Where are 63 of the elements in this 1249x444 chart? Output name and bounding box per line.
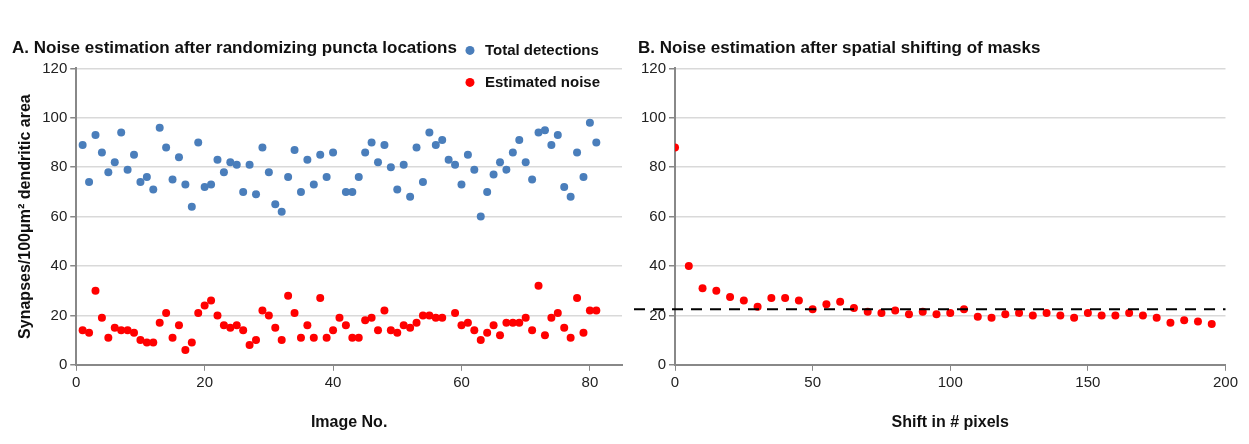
y-tick-label: 120 [641, 58, 667, 76]
point [739, 296, 748, 305]
y-tick-label: 40 [50, 256, 68, 274]
chart-title: A. Noise estimation after randomizing puncta locations [12, 37, 457, 57]
x-tick-label: 20 [196, 372, 213, 390]
point [1042, 308, 1051, 317]
point [1138, 311, 1147, 320]
point [973, 312, 982, 321]
chart-title: B. Noise estimation after spatial shifting of masks [638, 37, 1041, 57]
x-tick-label: 0 [670, 372, 680, 390]
x-tick-label: 40 [324, 372, 342, 390]
y-tick-label: 40 [649, 256, 667, 274]
x-axis-title: Image No. [310, 412, 388, 430]
point [698, 284, 707, 293]
point [987, 313, 996, 322]
point [1056, 311, 1065, 320]
point [767, 294, 776, 303]
y-tick-label: 60 [649, 206, 667, 224]
point [1070, 313, 1079, 322]
x-tick-label: 50 [804, 372, 821, 390]
point [822, 300, 831, 309]
point [836, 297, 845, 306]
point [712, 286, 721, 295]
y-tick-label: 60 [50, 206, 68, 224]
legend-label: Total detections [484, 40, 599, 58]
point [794, 296, 803, 305]
point [726, 292, 735, 301]
point [1193, 317, 1202, 326]
point [891, 306, 900, 315]
y-tick-label: 100 [641, 107, 667, 125]
point [1166, 318, 1175, 327]
point [1180, 316, 1189, 325]
y-axis-title: Synapses/100μm² dendritic area [16, 94, 34, 339]
point [1152, 313, 1161, 322]
point [946, 308, 955, 317]
point [781, 294, 790, 303]
point [1097, 311, 1106, 320]
x-tick-label: 150 [1075, 372, 1101, 390]
point [904, 310, 913, 319]
y-tick-label: 100 [42, 107, 68, 125]
x-tick-label: 200 [1212, 372, 1238, 390]
point [1001, 310, 1010, 319]
point [1207, 320, 1216, 329]
x-tick-label: 100 [937, 372, 963, 390]
x-tick-label: 60 [453, 372, 470, 390]
legend-label: Estimated noise [484, 72, 601, 90]
x-tick-label: 0 [72, 372, 81, 390]
point [1028, 311, 1037, 320]
y-tick-label: 80 [50, 157, 68, 175]
point [1083, 308, 1092, 317]
y-tick-label: 80 [649, 157, 667, 175]
point [877, 308, 886, 317]
y-tick-label: 20 [50, 305, 68, 323]
x-tick-label: 80 [581, 372, 599, 390]
point [932, 310, 941, 319]
x-axis-title: Shift in # pixels [891, 412, 1010, 430]
y-tick-label: 0 [58, 354, 68, 372]
point [684, 262, 693, 270]
y-tick-label: 20 [649, 305, 667, 323]
y-tick-label: 0 [657, 354, 667, 372]
point [1125, 308, 1134, 317]
y-tick-label: 120 [42, 58, 68, 76]
point [1111, 311, 1120, 320]
